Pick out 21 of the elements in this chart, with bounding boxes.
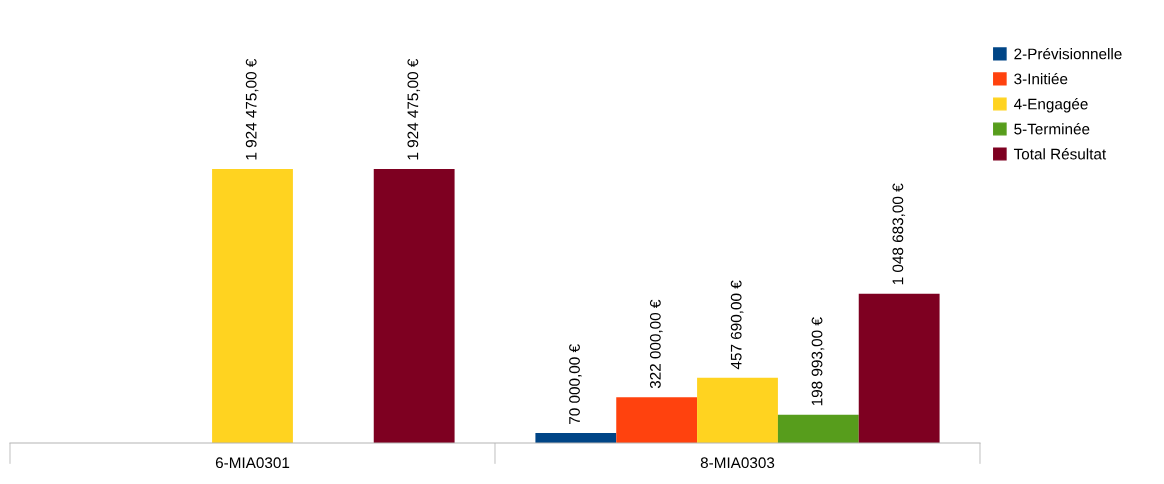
legend-label: 4-Engagée [1013,98,1088,113]
x-tick-label: 8-MIA0303 [700,457,775,469]
data-label: 1 924 475,00 € [407,58,421,160]
bar [858,293,940,443]
data-label: 1 924 475,00 € [245,58,259,160]
data-label: 198 993,00 € [811,317,825,406]
x-tick-label: 6-MIA0301 [215,457,290,469]
bar [373,168,455,443]
bar [212,168,293,443]
bar [616,397,698,443]
data-label: 70 000,00 € [569,344,582,424]
legend-label: 2-Prévisionnelle [1014,47,1122,60]
legend-label: 5-Terminée [1014,123,1090,135]
legend-label: Total Résultat [1013,148,1107,160]
bar [777,414,859,443]
bar [697,377,778,443]
legend-label: 3-Initiée [1014,72,1068,85]
bar [535,433,617,443]
data-label: 1 048 683,00 € [892,183,906,285]
data-label: 457 690,00 € [730,280,744,370]
data-label: 322 000,00 € [649,299,663,389]
